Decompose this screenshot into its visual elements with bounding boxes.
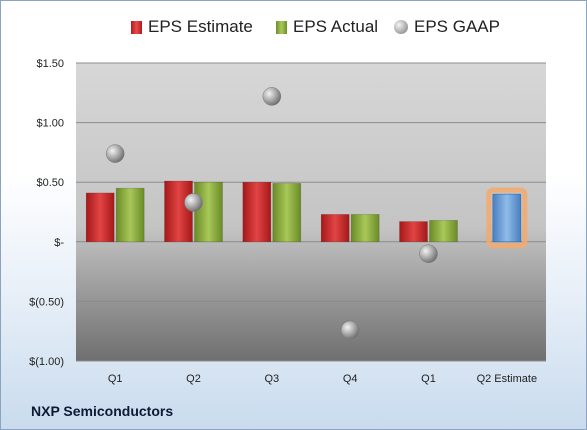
x-tick-label: Q1 xyxy=(108,373,123,385)
legend-item-estimate: EPS Estimate xyxy=(131,17,253,37)
y-tick-label: $0.50 xyxy=(36,177,64,189)
bar-highlight-glow xyxy=(486,187,528,249)
legend-label-estimate: EPS Estimate xyxy=(148,17,253,36)
legend-label-actual: EPS Actual xyxy=(293,17,379,36)
bar-eps-estimate xyxy=(242,181,272,243)
x-tick-label: Q2 Estimate xyxy=(477,373,538,385)
legend-swatch-actual xyxy=(276,20,287,34)
bar-eps-actual xyxy=(350,214,380,243)
bar-eps-estimate xyxy=(164,180,193,243)
legend-swatch-estimate xyxy=(131,20,142,34)
legend: EPS Estimate EPS Actual EPS GAAP xyxy=(1,17,586,43)
legend-label-gaap: EPS GAAP xyxy=(414,17,500,36)
x-tick-label: Q4 xyxy=(343,373,358,385)
y-tick-label: $- xyxy=(54,237,64,249)
plot-background xyxy=(76,63,546,361)
bar-eps-actual xyxy=(272,183,302,243)
legend-swatch-gaap xyxy=(394,20,408,34)
y-tick-label: $(1.00) xyxy=(29,356,64,368)
point-eps-gaap xyxy=(419,244,438,263)
x-tick-label: Q1 xyxy=(421,373,436,385)
y-tick-label: $1.50 xyxy=(36,58,64,70)
bar-eps-estimate xyxy=(399,221,428,243)
bar-eps-actual xyxy=(429,220,458,243)
bar-q2-estimate xyxy=(492,193,522,243)
x-tick-label: Q2 xyxy=(186,373,201,385)
point-eps-gaap xyxy=(184,193,203,212)
bar-eps-actual xyxy=(115,187,145,243)
bar-eps-estimate xyxy=(320,214,350,243)
x-tick-label: Q3 xyxy=(264,373,279,385)
y-tick-label: $(0.50) xyxy=(29,296,64,308)
point-eps-gaap xyxy=(105,144,125,163)
bar-eps-actual xyxy=(194,181,223,243)
company-name: NXP Semiconductors xyxy=(31,403,174,419)
point-eps-gaap xyxy=(340,320,360,340)
y-tick-label: $1.00 xyxy=(36,118,64,130)
chart-plot: $1.50 $1.00 $0.50 $- $(0.50) $(1.00) Q1 Q2 Q3 Q4… xyxy=(29,58,546,385)
legend-item-actual: EPS Actual xyxy=(276,17,378,37)
bar-eps-estimate xyxy=(85,192,115,243)
point-eps-gaap xyxy=(262,87,282,106)
legend-item-gaap: EPS GAAP xyxy=(394,17,500,37)
